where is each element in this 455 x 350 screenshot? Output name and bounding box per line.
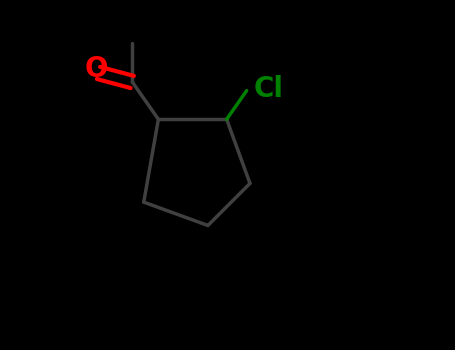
- Text: O: O: [85, 55, 108, 83]
- Text: Cl: Cl: [254, 75, 284, 103]
